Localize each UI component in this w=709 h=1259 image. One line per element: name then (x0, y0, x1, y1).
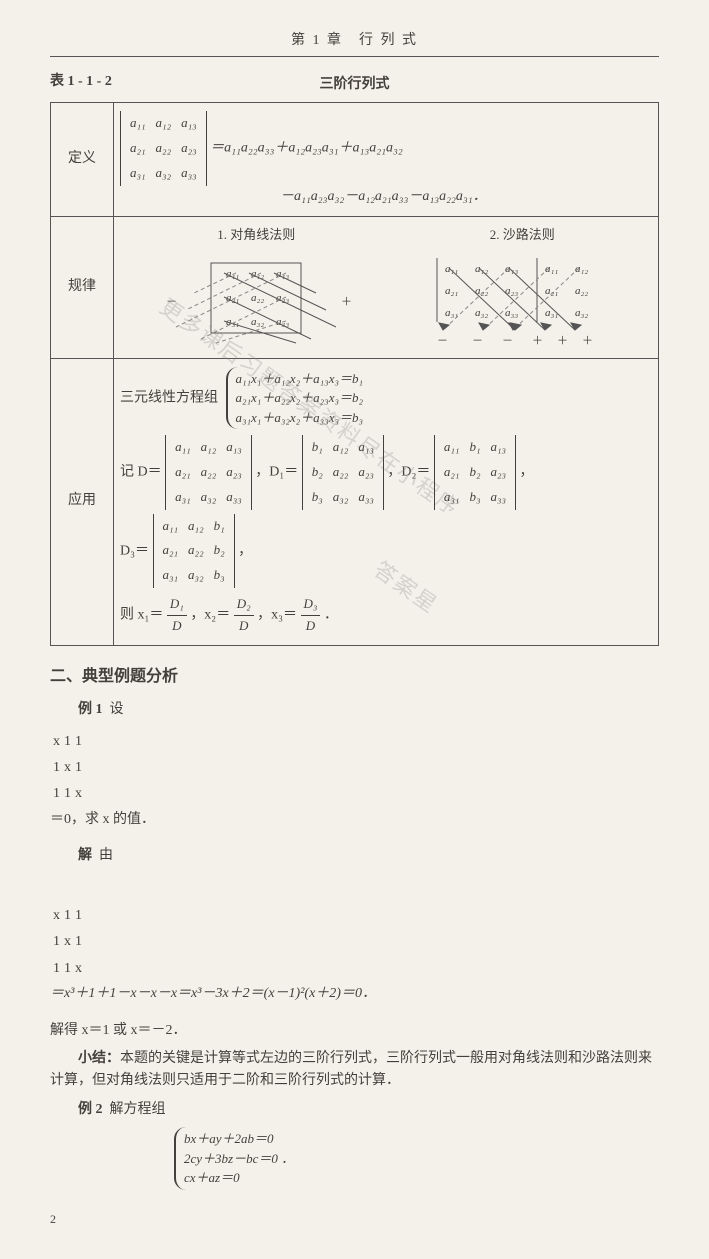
svg-text:－: － (502, 335, 513, 347)
cell-app: 三元线性方程组 a₁₁x₁＋a₁₂x₂＋a₁₃x₃＝b₁ a₂₁x₁＋a₂₂x₂… (114, 358, 659, 645)
rowlabel-def: 定义 (51, 103, 114, 217)
svg-text:＋: ＋ (341, 296, 352, 308)
example-1: 例 1 设 (50, 699, 659, 721)
svg-text:a₂₃: a₂₃ (276, 292, 289, 304)
def-expansion-2: －a₁₁a₂₃a₃₂－a₁₂a₂₁a₃₃－a₁₃a₂₂a₃₁． (280, 189, 487, 204)
ex1-result: 解得 x＝1 或 x＝－2． (50, 1020, 659, 1042)
svg-text:a₃₂: a₃₂ (575, 307, 588, 319)
svg-text:a₃₂: a₃₂ (251, 316, 264, 328)
rule-title-1: 1. 对角线法则 (217, 225, 295, 246)
diagonal-rule-diagram: a₁₁ a₁₂ a₁₃ a₂₁ a₂₂ a₂₃ a₃₁ a₃₂ a₃₃ (136, 255, 376, 345)
cell-def: a₁₁a₁₂a₁₃ a₂₁a₂₂a₂₃ a₃₁a₃₂a₃₃ ＝a₁₁a₂₂a₃₃… (114, 103, 659, 217)
cell-rule: 1. 对角线法则 2. 沙路法则 a₁₁ a₁₂ a₁₃ a₂₁ a₂₂ a₂₃… (114, 216, 659, 358)
cramer-result: 则 x₁＝ D₁D ，x₂＝ D₂D ，x₃＝ D₃D ． (120, 594, 652, 637)
chapter-header: 第 1 章 行 列 式 (50, 30, 659, 52)
table-title: 三阶行列式 (50, 74, 659, 96)
def-expansion-1: ＝a₁₁a₂₂a₃₃＋a₁₂a₂₃a₃₁＋a₁₃a₂₁a₃₂ (210, 141, 403, 156)
svg-text:a₂₁: a₂₁ (226, 292, 239, 304)
section-title: 二、典型例题分析 (50, 664, 659, 690)
ex1-solution-calc (50, 874, 659, 896)
svg-text:－: － (472, 335, 483, 347)
matrix-D3: a₁₁a₁₂b₁ a₂₁a₂₂b₂ a₃₁a₃₂b₃ (153, 514, 235, 588)
matrix-D: a₁₁a₁₂a₁₃ a₂₁a₂₂a₂₃ a₃₁a₃₂a₃₃ (165, 435, 252, 509)
system-label: 三元线性方程组 (120, 390, 218, 405)
svg-text:a₂₂: a₂₂ (575, 285, 588, 297)
svg-text:－: － (166, 296, 177, 308)
svg-text:a₂₁: a₂₁ (545, 285, 558, 297)
svg-text:a₁₂: a₁₂ (251, 268, 264, 280)
svg-text:＋: ＋ (557, 335, 568, 347)
header-rule (50, 56, 659, 57)
svg-text:a₂₃: a₂₃ (505, 285, 518, 297)
example-2: 例 2 解方程组 (50, 1099, 659, 1121)
ex2-system: bx＋ay＋2ab＝0 2cy＋3bz－bc＝0 ． cx＋az＝0 (170, 1127, 659, 1190)
svg-text:a₁₂: a₁₂ (475, 263, 488, 275)
linear-system: a₁₁x₁＋a₁₂x₂＋a₁₃x₃＝b₁ a₂₁x₁＋a₂₂x₂＋a₂₃x₃＝b… (226, 367, 364, 430)
svg-text:a₃₃: a₃₃ (505, 307, 518, 319)
table-label: 表 1 - 1 - 2 (50, 71, 112, 93)
rule-title-2: 2. 沙路法则 (490, 225, 555, 246)
rowlabel-app: 应用 (51, 358, 114, 645)
row-application: 应用 三元线性方程组 a₁₁x₁＋a₁₂x₂＋a₁₃x₃＝b₁ a₂₁x₁＋a₂… (51, 358, 659, 645)
svg-text:＋: ＋ (532, 335, 543, 347)
def-matrix: a₁₁a₁₂a₁₃ a₂₁a₂₂a₂₃ a₃₁a₃₂a₃₃ (120, 111, 207, 185)
svg-text:a₁₁: a₁₁ (445, 263, 458, 275)
svg-text:a₂₂: a₂₂ (251, 292, 264, 304)
svg-text:a₂₁: a₂₁ (445, 285, 458, 297)
sarrus-rule-diagram: a₁₁ a₁₂ a₁₃ a₁₁ a₁₂ a₂₁ a₂₂ a₂₃ a₂₁ a₂₂ … (407, 250, 637, 350)
ex1-solution-head: 解 由 (50, 845, 659, 867)
svg-text:＋: ＋ (582, 335, 593, 347)
ex1-summary: 小结：本题的关键是计算等式左边的三阶行列式，三阶行列式一般用对角线法则和沙路法则… (50, 1048, 659, 1093)
row-rule: 规律 1. 对角线法则 2. 沙路法则 a₁₁ a₁₂ a₁₃ a₂₁ a₂₂ … (51, 216, 659, 358)
determinant-table: 定义 a₁₁a₁₂a₁₃ a₂₁a₂₂a₂₃ a₃₁a₃₂a₃₃ ＝a₁₁a₂₂… (50, 102, 659, 645)
matrix-D2: a₁₁b₁a₁₃ a₂₁b₂a₂₃ a₃₁b₃a₃₃ (434, 435, 516, 509)
svg-text:a₁₃: a₁₃ (276, 268, 289, 280)
svg-text:a₂₂: a₂₂ (475, 285, 488, 297)
cramer-line-1: 记 D＝ a₁₁a₁₂a₁₃ a₂₁a₂₂a₂₃ a₃₁a₃₂a₃₃ ，D₁＝ … (120, 435, 652, 509)
matrix-D1: b₁a₁₂a₁₃ b₂a₂₂a₂₃ b₃a₃₂a₃₃ (302, 435, 384, 509)
svg-text:a₁₁: a₁₁ (545, 263, 558, 275)
svg-text:a₁₃: a₁₃ (505, 263, 518, 275)
svg-text:a₁₁: a₁₁ (226, 268, 239, 280)
svg-text:－: － (437, 335, 448, 347)
ex2-label: 例 2 (78, 1102, 103, 1117)
svg-text:a₁₂: a₁₂ (575, 263, 588, 275)
page-number: 2 (50, 1210, 659, 1229)
row-definition: 定义 a₁₁a₁₂a₁₃ a₂₁a₂₂a₂₃ a₃₁a₃₂a₃₃ ＝a₁₁a₂₂… (51, 103, 659, 217)
ex1-label: 例 1 (78, 702, 103, 717)
page-root: 更多课后习题答案资料尽在小程序 答案星 第 1 章 行 列 式 表 1 - 1 … (50, 30, 659, 1229)
rowlabel-rule: 规律 (51, 216, 114, 358)
svg-text:a₃₂: a₃₂ (475, 307, 488, 319)
cramer-line-2: D₃＝ a₁₁a₁₂b₁ a₂₁a₂₂b₂ a₃₁a₃₂b₃ ， (120, 514, 652, 588)
